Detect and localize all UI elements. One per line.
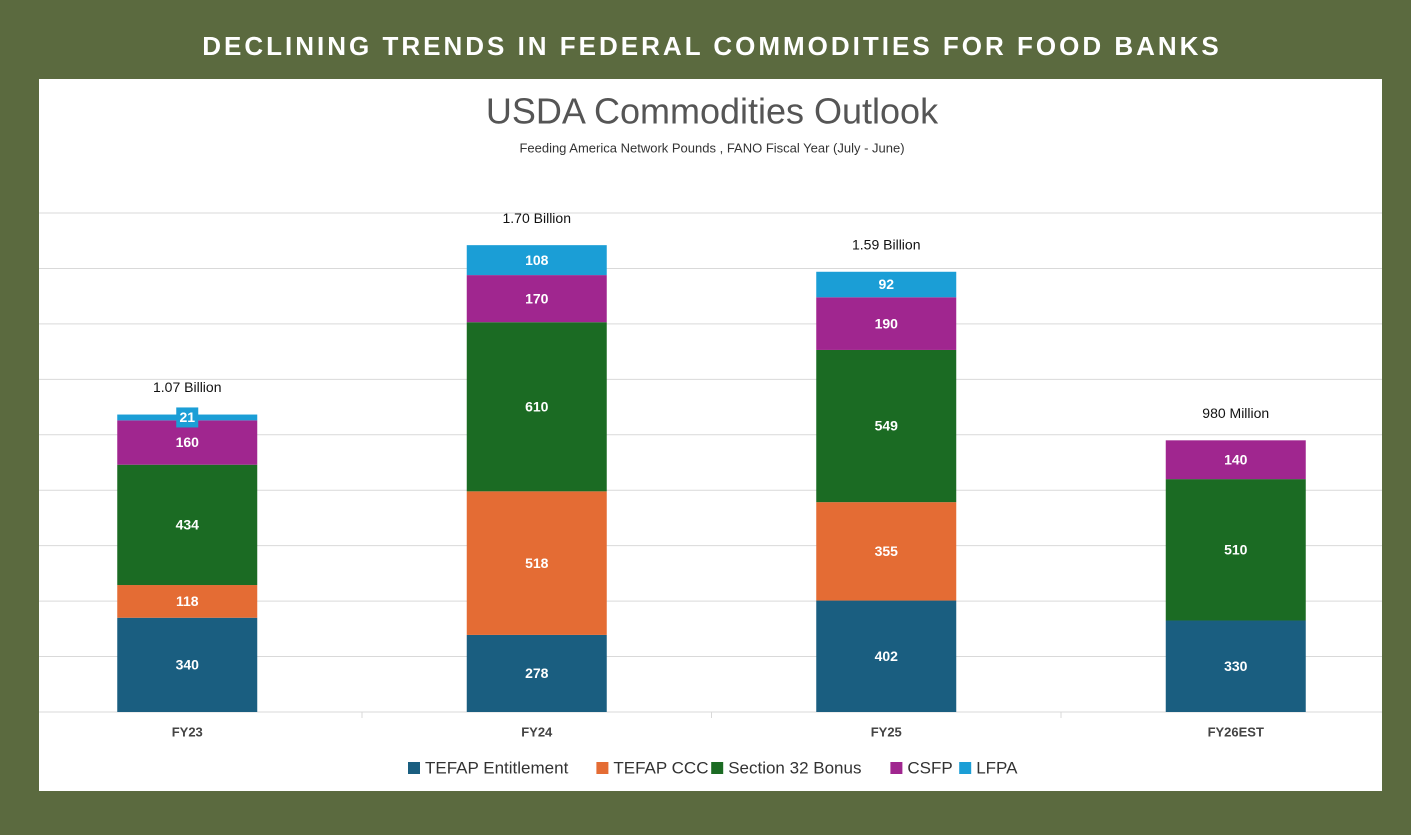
bar-segment (1165, 440, 1306, 480)
bar-segment (117, 617, 258, 712)
value-label: 549 (875, 418, 899, 434)
value-label: 170 (525, 290, 549, 306)
value-label: 355 (875, 543, 899, 559)
value-label: 610 (525, 398, 549, 414)
bar-segment (466, 322, 607, 492)
bar-segment (816, 297, 957, 350)
bar-segment (117, 420, 258, 465)
bar-segment (816, 349, 957, 503)
legend-swatch (408, 762, 420, 774)
legend-label: CSFP (907, 758, 952, 777)
value-label: 118 (176, 593, 199, 609)
legend-swatch (596, 762, 609, 774)
bar-segment (117, 585, 258, 618)
value-label: 140 (1224, 451, 1248, 467)
bar-segment (466, 245, 607, 276)
bar-segment (1165, 479, 1306, 621)
bar-segment (816, 600, 957, 712)
bar-segment (466, 634, 607, 712)
value-label: 330 (1224, 658, 1248, 674)
value-label: 518 (525, 555, 549, 571)
legend-swatch (959, 762, 972, 774)
total-label: 1.70 Billion (503, 210, 572, 226)
total-label: 1.59 Billion (852, 236, 921, 252)
banner: DECLINING TRENDS IN FEDERAL COMMODITIES … (202, 31, 1222, 61)
legend-label: TEFAP Entitlement (425, 758, 569, 777)
value-label: 160 (176, 434, 200, 450)
legend-swatch (890, 762, 903, 774)
value-label: 402 (875, 648, 899, 664)
bar-segment (816, 271, 957, 298)
x-tick-label: FY23 (172, 724, 203, 739)
legend-label: LFPA (976, 758, 1018, 777)
value-label: 92 (878, 276, 894, 292)
x-tick-label: FY25 (871, 724, 902, 739)
bar-segment (466, 275, 607, 323)
value-label: 510 (1224, 542, 1248, 558)
x-tick-label: FY26EST (1208, 724, 1264, 739)
legend-label: TEFAP CCC (613, 758, 708, 777)
value-label: 434 (176, 517, 200, 533)
total-label: 980 Million (1202, 405, 1269, 421)
value-label-box (176, 407, 199, 428)
chart-subtitle: Feeding America Network Pounds , FANO Fi… (519, 140, 904, 155)
value-label: 108 (525, 252, 549, 268)
value-label: 21 (179, 409, 195, 425)
total-label: 1.07 Billion (153, 379, 222, 395)
bar-segment (816, 502, 957, 601)
x-tick-label: FY24 (521, 724, 553, 739)
value-label: 190 (875, 315, 899, 331)
bar-segment (1165, 620, 1306, 712)
bar-segment (117, 464, 258, 586)
legend-label: Section 32 Bonus (728, 758, 861, 777)
value-label: 340 (176, 657, 200, 673)
bar-segment (466, 491, 607, 635)
legend-swatch (711, 762, 724, 774)
chart-title: USDA Commodities Outlook (486, 91, 939, 132)
value-label: 278 (525, 665, 549, 681)
